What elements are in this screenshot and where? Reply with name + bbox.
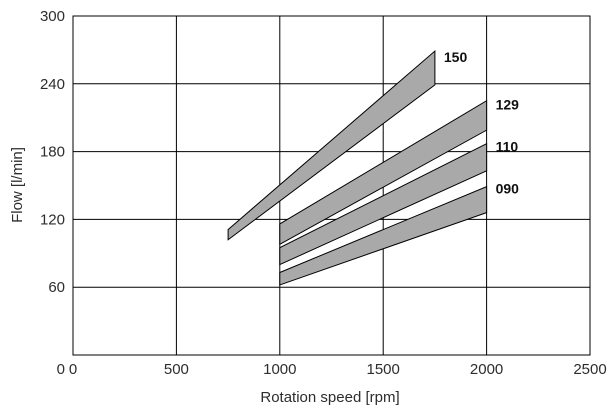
y-tick-label-5: 300 (40, 8, 65, 25)
band-label-129: 129 (496, 96, 520, 112)
y-tick-label-2: 120 (40, 211, 65, 228)
x-tick-label-1: 500 (164, 361, 189, 378)
band-110 (279, 142, 488, 266)
x-tick-label-2: 1000 (263, 361, 296, 378)
y-tick-label-0: 0 (57, 361, 65, 378)
x-tick-label-4: 2000 (470, 361, 503, 378)
x-axis-title: Rotation speed [rpm] (260, 389, 399, 406)
x-tick-label-3: 1500 (367, 361, 400, 378)
y-tick-label-3: 180 (40, 144, 65, 161)
y-tick-label-1: 60 (48, 279, 65, 296)
y-tick-label-4: 240 (40, 76, 65, 93)
band-label-090: 090 (496, 181, 520, 197)
plot-frame (72, 15, 591, 356)
band-150 (227, 49, 436, 241)
band-129 (279, 99, 488, 246)
x-tick-label-0: 0 (69, 361, 77, 378)
band-label-110: 110 (496, 138, 519, 154)
x-tick-label-5: 2500 (573, 361, 606, 378)
band-090 (279, 185, 488, 286)
y-axis-title: Flow [l/min] (9, 147, 26, 223)
band-label-150: 150 (444, 49, 468, 65)
